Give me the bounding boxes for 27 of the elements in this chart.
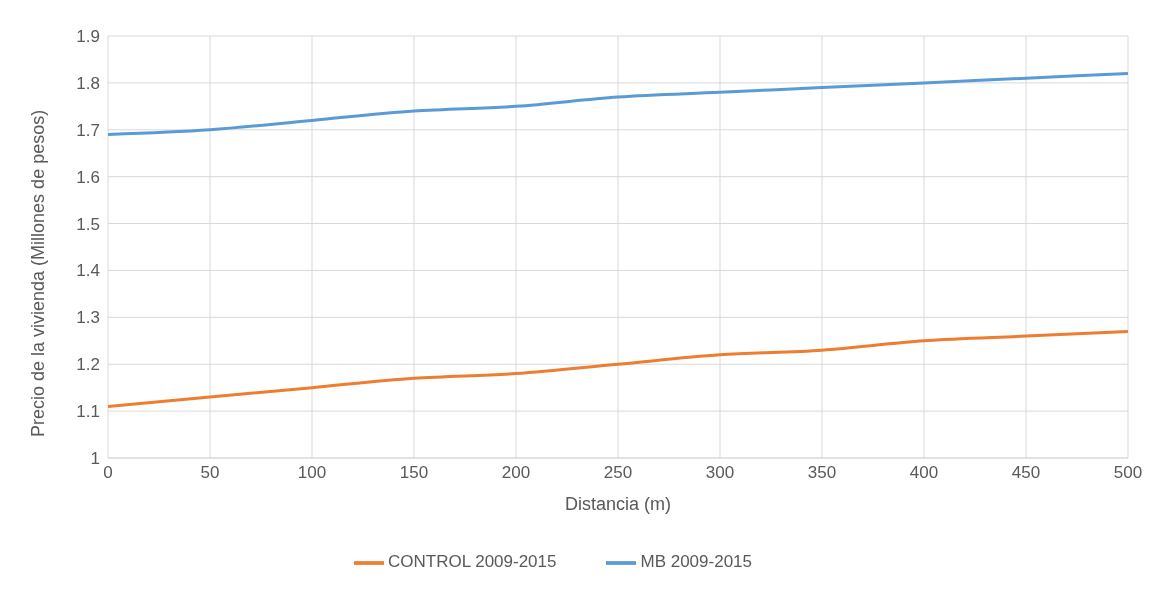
y-tick-label: 1.9 — [76, 27, 100, 47]
x-tick-label: 50 — [200, 463, 220, 483]
x-tick-label: 200 — [501, 463, 531, 483]
x-tick-label: 150 — [399, 463, 429, 483]
y-tick-label: 1.2 — [76, 355, 100, 375]
legend-label: CONTROL 2009-2015 — [387, 552, 557, 572]
legend-label: MB 2009-2015 — [640, 552, 753, 572]
y-tick-label: 1.6 — [76, 167, 100, 187]
line-series — [108, 329, 1128, 408]
y-axis-title: Precio de la vivienda (Millones de pesos) — [28, 109, 49, 437]
x-tick-label: 250 — [603, 463, 633, 483]
y-tick-label: 1.8 — [76, 73, 100, 93]
line-series — [108, 72, 1128, 136]
y-tick-label: 1.1 — [76, 402, 100, 422]
y-tick-label: 1 — [90, 449, 100, 469]
y-tick-label: 1.7 — [76, 120, 100, 140]
y-tick-label: 1.4 — [76, 261, 100, 281]
y-tick-label: 1.3 — [76, 308, 100, 328]
x-tick-label: 400 — [909, 463, 939, 483]
x-tick-label: 0 — [103, 463, 113, 483]
y-tick-label: 1.5 — [76, 214, 100, 234]
x-axis-title: Distancia (m) — [564, 494, 672, 514]
x-tick-label: 500 — [1113, 463, 1143, 483]
x-tick-label: 350 — [807, 463, 837, 483]
x-tick-label: 300 — [705, 463, 735, 483]
x-tick-label: 100 — [297, 463, 327, 483]
x-tick-label: 450 — [1011, 463, 1041, 483]
